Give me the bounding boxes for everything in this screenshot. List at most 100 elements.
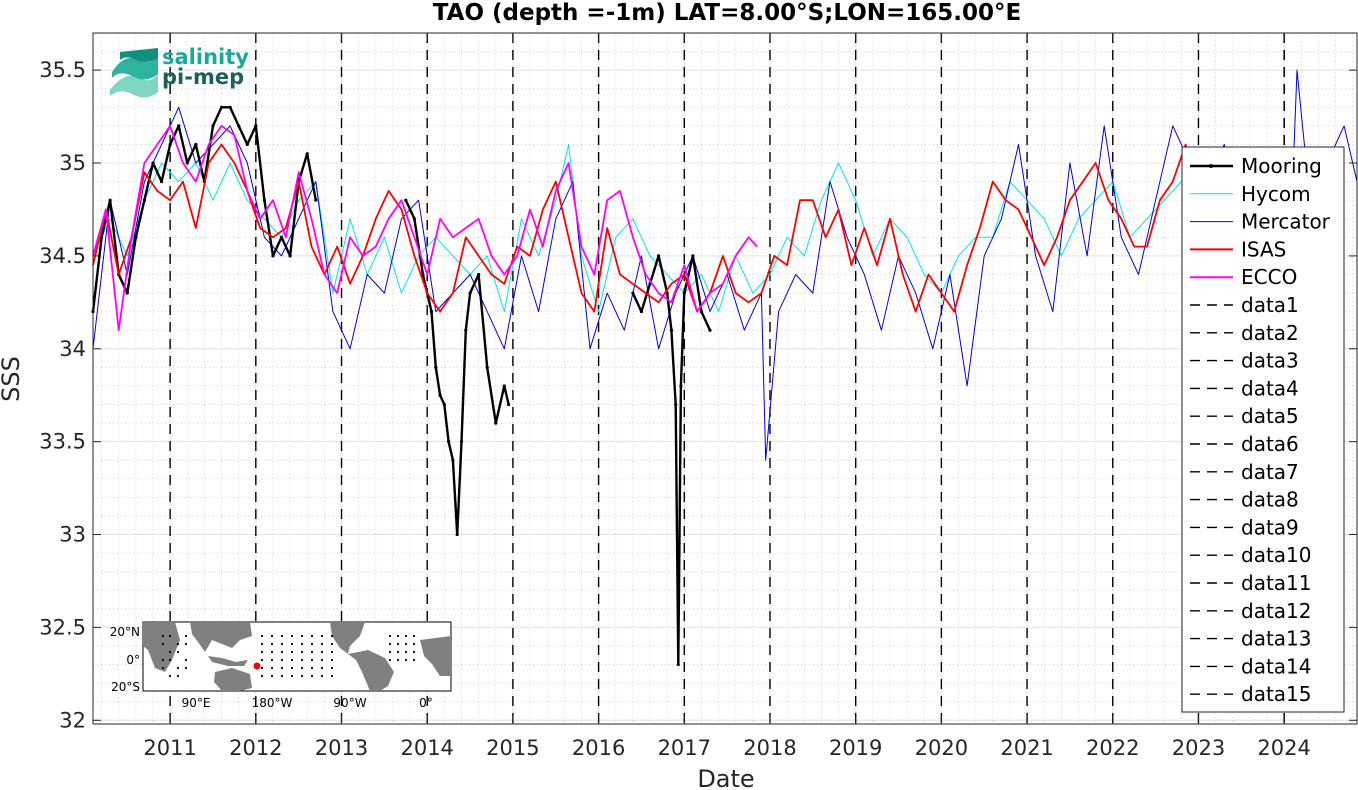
legend-item-ecco: ECCO: [1190, 265, 1297, 289]
series-point-mooring: [459, 440, 464, 444]
x-tick-label: 2020: [915, 736, 968, 760]
inset-map-buoy-dot: [290, 642, 294, 646]
inset-map-land-asia: [190, 622, 252, 652]
inset-map-buoy-dot: [161, 666, 165, 670]
inset-map-buoy-dot: [320, 658, 324, 662]
inset-map-buoy-dot: [310, 642, 314, 646]
inset-map-buoy-dot: [176, 642, 180, 646]
inset-map-buoy-dot: [280, 634, 284, 638]
x-tick-label: 2024: [1257, 736, 1310, 760]
inset-map-buoy-dot: [320, 634, 324, 638]
series-point-mooring: [125, 291, 129, 295]
series-point-mooring: [421, 272, 425, 277]
legend-label: data6: [1241, 432, 1299, 456]
series-point-mooring: [485, 365, 489, 369]
inset-lon-label-180w: 180°W: [252, 696, 293, 710]
salinity-pi-mep-logo: salinity pi-mep: [110, 45, 249, 98]
inset-map-buoy-dot: [184, 642, 188, 646]
inset-map-buoy-dot: [310, 634, 314, 638]
inset-map-buoy-dot: [300, 650, 304, 654]
y-tick-label: 32: [59, 708, 86, 732]
y-tick-label: 33: [59, 523, 86, 547]
series-point-mooring: [271, 254, 275, 258]
inset-map-buoy-dot: [330, 674, 334, 678]
inset-map-buoy-dot: [260, 666, 264, 670]
series-point-mooring: [168, 142, 172, 147]
inset-lat-label-0: 0°: [126, 653, 140, 667]
inset-map-buoy-dot: [168, 658, 172, 662]
inset-map-buoy-dot: [270, 674, 274, 678]
inset-map-buoy-dot: [388, 634, 392, 638]
legend-label: data10: [1241, 543, 1312, 567]
legend-label: data5: [1241, 404, 1299, 428]
series-point-mooring: [262, 198, 266, 202]
series-mercator: [92, 69, 1358, 461]
x-tick-label: 2014: [400, 736, 453, 760]
legend-label: data8: [1241, 488, 1299, 512]
y-tick-label: 33.5: [39, 430, 86, 454]
legend-item-data7: data7: [1190, 460, 1299, 484]
series-isas: [92, 143, 1196, 313]
legend-label: data12: [1241, 599, 1312, 623]
inset-lon-label-90w: 90°W: [333, 696, 366, 710]
series-point-mooring: [691, 254, 695, 258]
series-point-mooring: [477, 272, 481, 277]
inset-map-buoy-dot: [320, 666, 324, 670]
y-axis-label: SSS: [0, 356, 25, 402]
inset-map-station-marker: [253, 662, 261, 670]
series-point-mooring: [656, 254, 661, 258]
series-point-mooring: [669, 328, 674, 332]
inset-map-buoy-dot: [161, 634, 165, 638]
plot-background: [93, 33, 1357, 724]
inset-map-buoy-dot: [320, 674, 324, 678]
inset-map-buoy-dot: [280, 650, 284, 654]
inset-map-buoy-dot: [396, 642, 400, 646]
inset-map-buoy-dot: [260, 674, 264, 678]
series-point-mooring: [134, 235, 138, 239]
series-point-mooring: [305, 152, 309, 156]
inset-map-buoy-dot: [270, 666, 274, 670]
inset-map-buoy-dot: [300, 658, 304, 662]
series-point-mooring: [245, 142, 249, 147]
x-tick-label: 2017: [658, 736, 711, 760]
inset-map-buoy-dot: [412, 650, 416, 654]
inset-map-buoy-dot: [290, 658, 294, 662]
series-point-mooring: [631, 291, 635, 295]
inset-map-buoy-dot: [310, 650, 314, 654]
legend-item-mooring: Mooring: [1190, 154, 1322, 178]
series-point-mooring: [228, 105, 232, 109]
series-point-mooring: [142, 198, 147, 202]
logo-text-pi-mep: pi-mep: [162, 65, 244, 89]
legend: Mooring Hycom Mercator ISAS ECCO data1 data2 da…: [1181, 146, 1345, 713]
inset-map: 20°N 0° 20°S 90°E 180°W 90°W 0°: [110, 621, 452, 710]
inset-map-buoy-dot: [280, 642, 284, 646]
inset-map-buoy-dot: [310, 674, 314, 678]
legend-item-data12: data12: [1190, 599, 1312, 623]
inset-map-buoy-dot: [161, 642, 165, 646]
legend-item-data2: data2: [1190, 321, 1299, 345]
legend-item-data10: data10: [1190, 543, 1312, 567]
series-point-mooring: [288, 254, 292, 258]
series-point-mooring: [159, 180, 164, 184]
legend-item-data8: data8: [1190, 488, 1299, 512]
series-point-mooring: [468, 291, 472, 295]
legend-label: data4: [1241, 376, 1299, 400]
inset-map-buoy-dot: [412, 658, 416, 662]
inset-map-buoy-dot: [404, 634, 408, 638]
series-point-mooring: [429, 310, 434, 314]
logo-wave-icon-2: [112, 56, 158, 80]
inset-map-buoy-dot: [300, 634, 304, 638]
legend-label: data7: [1241, 460, 1299, 484]
legend-item-mercator: Mercator: [1190, 210, 1331, 234]
logo-wave-icon-3: [120, 48, 158, 62]
series-line-isas: [92, 143, 1196, 313]
inset-map-land-indonesia: [208, 656, 248, 666]
inset-map-buoy-dot: [396, 634, 400, 638]
series-point-mooring: [254, 124, 258, 128]
inset-map-buoy-dot: [396, 650, 400, 654]
series-point-mooring: [451, 458, 455, 462]
inset-map-buoy-dot: [168, 674, 172, 678]
series-point-mooring: [314, 198, 318, 202]
inset-map-buoy-dot: [280, 666, 284, 670]
